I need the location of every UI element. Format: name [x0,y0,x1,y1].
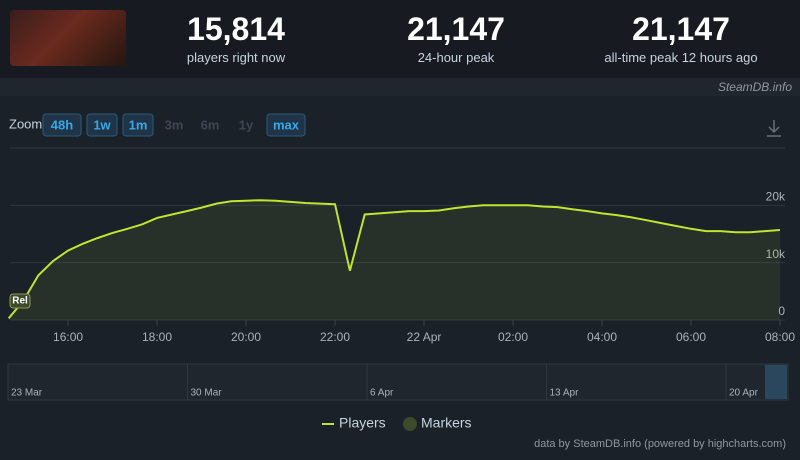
navigator-label: 6 Apr [370,388,394,399]
zoom-button-label[interactable]: 1w [93,117,111,132]
navigator [7,363,789,401]
zoom-button-label[interactable]: max [273,117,300,132]
x-tick-label: 20:00 [231,330,261,344]
zoom-button-label[interactable]: 1m [129,117,148,132]
x-tick-label: 04:00 [587,330,617,344]
stat-value: 21,147 [632,11,730,47]
navigator-label: 13 Apr [550,388,580,399]
header: 15,814 players right now 21,147 24-hour … [0,0,800,78]
navigator-labels: 23 Mar 30 Mar 6 Apr 13 Apr 20 Apr [7,364,759,400]
stat: 21,147 all-time peak 12 hours ago [596,12,766,65]
legend: Players Markers [322,415,472,431]
zoom-button[interactable] [42,113,82,137]
area [8,200,781,320]
chart: Zoom 48h 1w 1m 3m 6m 1y max 0 10k 20k 16:00 18:00 2… [7,113,795,450]
stat-value: 21,147 [407,11,505,47]
x-tick-label: 18:00 [142,330,172,344]
legend-label[interactable]: Markers [421,415,472,431]
x-tick-label: 22:00 [320,330,350,344]
zoom-button-label: 1y [239,117,254,132]
navigator-label: 23 Mar [11,388,43,399]
x-tick-label: 02:00 [498,330,528,344]
zoom-button-label: 6m [201,117,220,132]
line [7,199,781,319]
icon-stroke [768,126,780,134]
stat-label: 24-hour peak [417,50,495,65]
navigator-label: 20 Apr [729,388,759,399]
zoom-buttons: 48h 1w 1m 3m 6m 1y max [42,113,306,137]
legend-label[interactable]: Players [339,415,386,431]
source-bar: SteamDB.info [0,78,800,96]
x-tick-label: 08:00 [765,330,795,344]
credits: data by SteamDB.info (powered by highcha… [534,438,786,450]
x-tick-label: 16:00 [53,330,83,344]
zoom-label: Zoom [9,116,42,131]
zoom-button[interactable] [122,113,154,137]
game-cover [10,10,126,66]
plot: 0 10k 20k 16:00 18:00 20:00 22:00 22 Apr 02:00 04… [7,190,795,344]
stat: 15,814 players right now [176,12,296,65]
stat-label: all-time peak 12 hours ago [604,50,758,65]
zoom-button-label[interactable]: 48h [51,117,73,132]
navigator-label: 30 Mar [191,388,223,399]
y-tick-label: 20k [766,190,786,204]
annotation-label: Rel [12,296,28,307]
zoom-button-label: 3m [165,117,184,132]
y-tick-label: 10k [766,247,786,261]
annotation-flag[interactable] [9,293,31,309]
stat-value: 15,814 [187,11,285,47]
legend-swatch [403,417,417,431]
download-icon[interactable] [767,120,781,137]
zoom-button[interactable] [86,113,118,137]
stat-label: players right now [186,50,286,65]
navigator-window[interactable] [765,365,787,399]
stat: 21,147 24-hour peak [396,12,516,65]
x-tick-label: 06:00 [676,330,706,344]
zoom-button[interactable] [266,113,306,137]
source: SteamDB.info [717,80,792,94]
x-tick-label: 22 Apr [407,330,442,344]
y-tick-label: 0 [778,304,785,318]
